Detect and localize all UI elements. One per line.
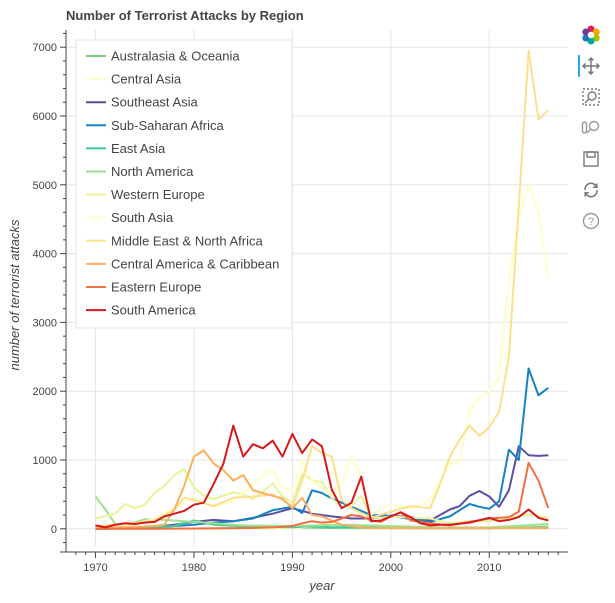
legend-label: Central America & Caribbean bbox=[111, 256, 279, 271]
x-tick-label: 2010 bbox=[477, 562, 501, 574]
legend-label: Australasia & Oceania bbox=[111, 49, 240, 64]
svg-text:?: ? bbox=[588, 216, 594, 228]
x-tick-label: 1990 bbox=[280, 562, 304, 574]
save-icon[interactable] bbox=[580, 148, 602, 170]
legend-label: Eastern Europe bbox=[111, 280, 201, 295]
x-tick-label: 1980 bbox=[182, 562, 206, 574]
legend-label: Southeast Asia bbox=[111, 95, 198, 110]
series-line-middle-east-north-africa bbox=[95, 49, 549, 527]
y-tick-label: 5000 bbox=[33, 180, 57, 192]
series-line-central-america-caribbean bbox=[95, 449, 549, 530]
x-tick-label: 2000 bbox=[379, 562, 403, 574]
pan-icon[interactable] bbox=[578, 55, 602, 77]
y-tick-label: 1000 bbox=[33, 455, 57, 467]
reset-icon[interactable] bbox=[580, 179, 602, 201]
series-line-sub-saharan-africa bbox=[95, 367, 549, 530]
y-tick-label: 2000 bbox=[33, 386, 57, 398]
axes: 1970 1980 1990 2000 2010 0 1000 2000 3000 4000 500… bbox=[33, 30, 568, 574]
toolbar: ? bbox=[574, 24, 604, 241]
chart-title: Number of Terrorist Attacks by Region bbox=[66, 8, 304, 23]
help-icon[interactable]: ? bbox=[580, 210, 602, 232]
y-tick-label: 4000 bbox=[33, 249, 57, 261]
series-line-western-europe bbox=[95, 467, 549, 525]
y-tick-label: 6000 bbox=[33, 111, 57, 123]
legend-box bbox=[75, 39, 293, 329]
legend-label: South Asia bbox=[111, 210, 174, 225]
legend-label: Middle East & North Africa bbox=[111, 233, 263, 248]
series-layer bbox=[94, 49, 550, 530]
y-axis-label: number of terrorist attacks bbox=[7, 219, 22, 370]
x-axis-label: year bbox=[308, 578, 335, 593]
legend-label: North America bbox=[111, 164, 194, 179]
legend-label: Western Europe bbox=[111, 187, 205, 202]
legend-label: Central Asia bbox=[111, 72, 182, 87]
legend: Australasia & Oceania Central Asia Southea… bbox=[75, 39, 293, 329]
series-line-south-america bbox=[95, 424, 549, 529]
legend-label: South America bbox=[111, 303, 196, 318]
y-tick-label: 3000 bbox=[33, 317, 57, 329]
box-zoom-icon[interactable] bbox=[580, 86, 602, 108]
x-tick-label: 1970 bbox=[83, 562, 107, 574]
series-line-south-asia bbox=[95, 183, 550, 530]
y-tick-label: 7000 bbox=[33, 42, 57, 54]
legend-label: East Asia bbox=[111, 141, 166, 156]
y-tick-label: 0 bbox=[51, 524, 57, 536]
legend-label: Sub-Saharan Africa bbox=[111, 118, 225, 133]
wheel-zoom-icon[interactable] bbox=[580, 117, 602, 139]
bokeh-logo-icon[interactable] bbox=[580, 24, 602, 46]
series-line-eastern-europe bbox=[95, 461, 550, 530]
